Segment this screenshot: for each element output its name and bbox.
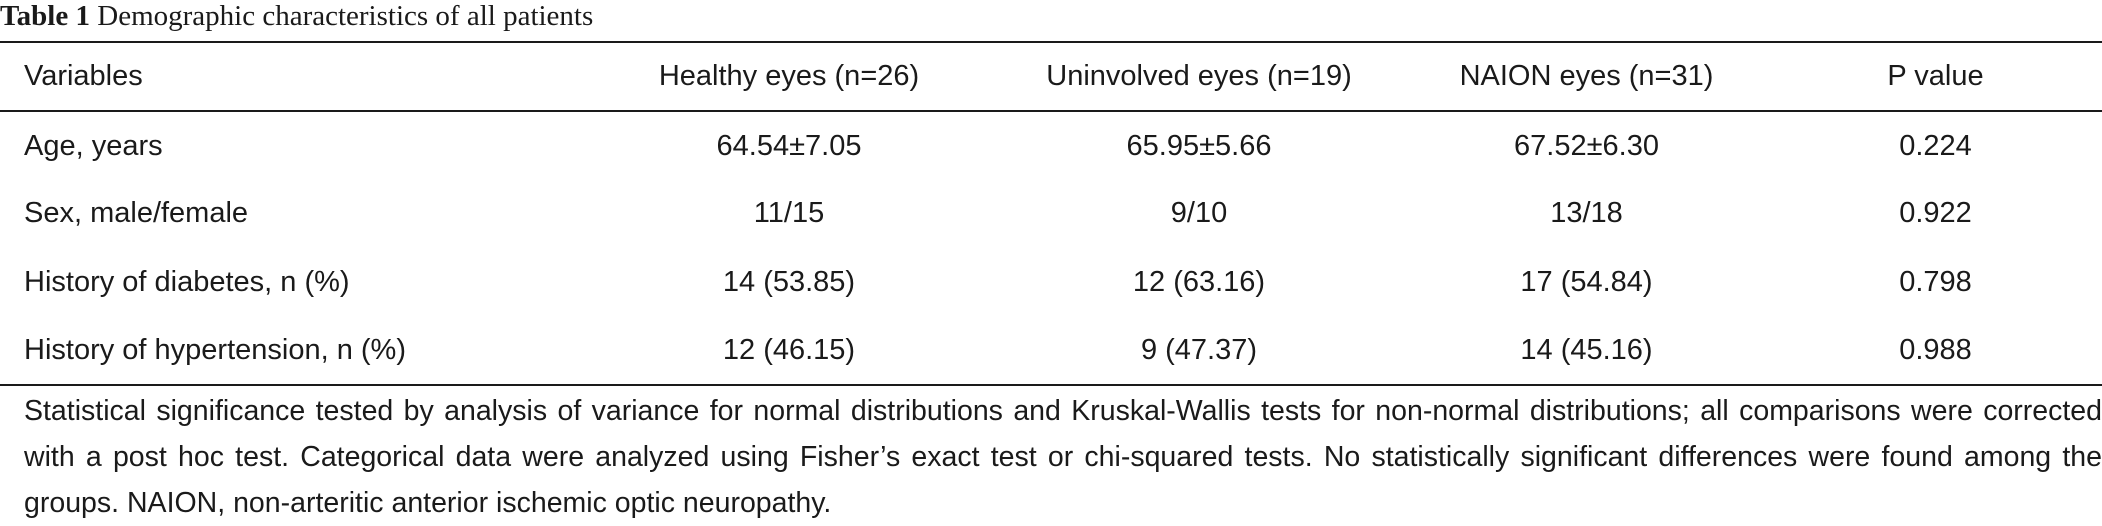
bottom-rule [0,384,2102,386]
cell-p-value: 0.224 [1899,129,1972,162]
row-label: Sex, male/female [24,197,249,230]
cell-healthy: 14 (53.85) [722,265,856,298]
header-variables: Variables [24,60,143,92]
header-healthy-eyes: Healthy eyes (n=26) [658,60,920,92]
table-row: Sex, male/female 11/15 9/10 13/18 0.922 [0,180,2102,249]
cell-p-value: 0.988 [1899,334,1972,367]
header-naion-eyes: NAION eyes (n=31) [1459,60,1714,92]
cell-p-value: 0.798 [1899,265,1972,298]
cell-uninvolved: 9 (47.37) [1140,334,1258,367]
cell-uninvolved: 12 (63.16) [1132,265,1266,298]
cell-p-value: 0.922 [1899,197,1972,230]
cell-naion: 67.52±6.30 [1514,129,1659,162]
table-title: Demographic characteristics of all patie… [97,0,594,32]
table-row: History of hypertension, n (%) 12 (46.15… [0,317,2102,386]
row-label: History of diabetes, n (%) [24,265,350,298]
cell-uninvolved: 65.95±5.66 [1126,129,1272,162]
demographics-table: Variables Healthy eyes (n=26) Uninvolved… [0,42,2102,385]
cell-naion: 17 (54.84) [1520,265,1653,298]
header-uninvolved-eyes: Uninvolved eyes (n=19) [1046,60,1352,92]
cell-uninvolved: 9/10 [1170,197,1228,230]
cell-healthy: 64.54±7.05 [716,129,862,162]
top-rule [0,41,2102,43]
table-row: Age, years 64.54±7.05 65.95±5.66 67.52±6… [0,111,2102,180]
row-label: History of hypertension, n (%) [24,334,406,367]
row-label: Age, years [24,129,163,162]
table-row: History of diabetes, n (%) 14 (53.85) 12… [0,248,2102,317]
table-footnote: Statistical significance tested by analy… [24,395,2102,519]
header-row: Variables Healthy eyes (n=26) Uninvolved… [0,42,2102,111]
header-p-value: P value [1887,60,1984,92]
cell-naion: 13/18 [1550,197,1623,230]
header-rule [0,110,2102,112]
cell-healthy: 11/15 [753,197,825,230]
table-caption: Table 1 Demographic characteristics of a… [0,0,593,40]
cell-healthy: 12 (46.15) [722,334,856,367]
cell-naion: 14 (45.16) [1520,334,1653,367]
table-label: Table 1 [0,0,90,32]
